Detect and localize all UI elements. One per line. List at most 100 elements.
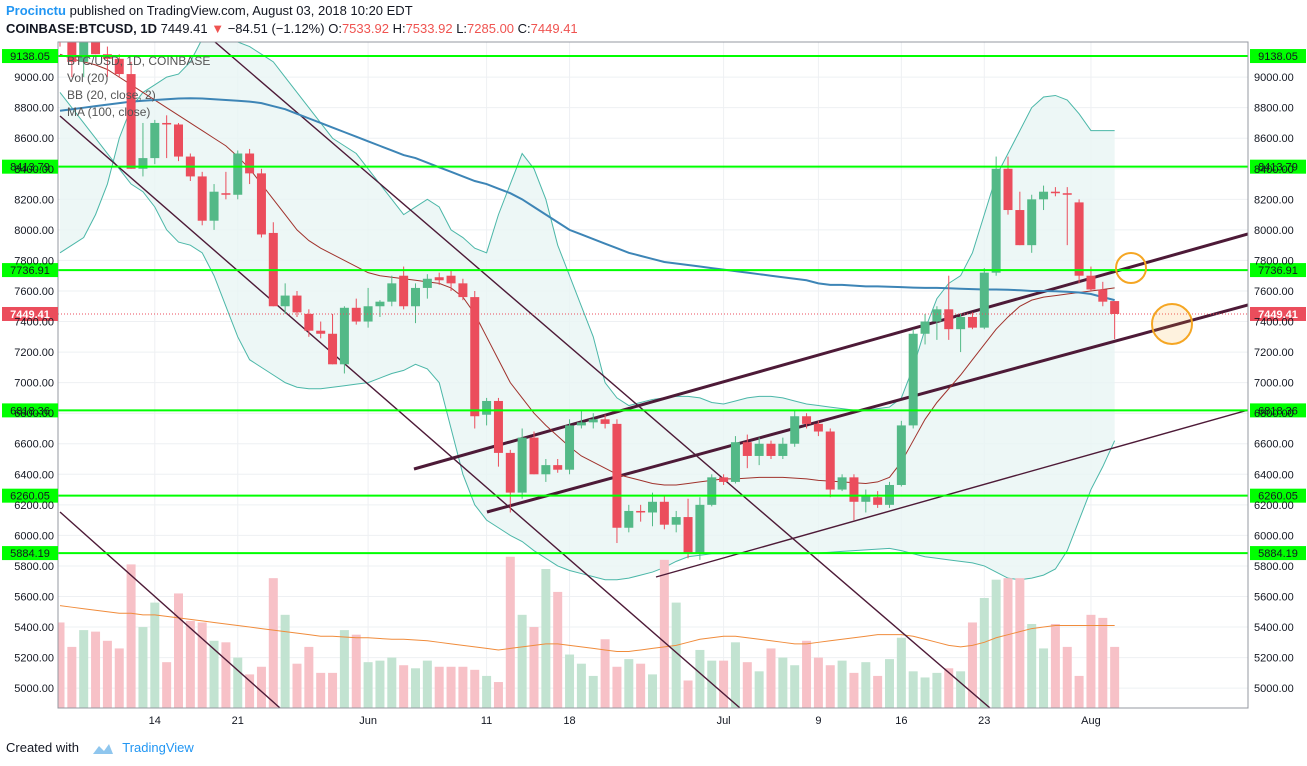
candle-body — [1003, 168, 1013, 211]
level-label-right: 8413.79 — [1258, 162, 1298, 174]
candle — [624, 504, 634, 533]
candle — [91, 42, 101, 55]
candle-body — [126, 74, 136, 169]
author-link[interactable]: Procinctu — [6, 3, 66, 18]
candle — [588, 413, 598, 429]
level-tag-right — [1250, 546, 1306, 561]
y-tick-label-right: 9000.00 — [1254, 72, 1294, 84]
candle — [790, 410, 800, 447]
volume-bar — [944, 668, 954, 708]
symbol-label: COINBASE:BTCUSD, 1D — [6, 21, 157, 36]
volume-bar — [434, 666, 444, 708]
volume-bar — [600, 639, 610, 708]
volume-bar — [873, 675, 883, 708]
trend-line — [655, 409, 1248, 578]
candle — [979, 268, 989, 330]
y-tick-label-left: 7800.00 — [14, 255, 54, 267]
volume-bar — [565, 654, 575, 708]
volume-bar — [67, 646, 77, 708]
volume-bar — [1003, 578, 1013, 708]
candle-body — [339, 307, 349, 365]
candle-body — [695, 504, 705, 554]
candle — [967, 312, 977, 330]
y-tick-label-left: 7200.00 — [14, 347, 54, 359]
candle-body — [434, 277, 444, 281]
level-label-left: 8413.79 — [10, 162, 50, 174]
candle-body — [517, 437, 527, 493]
level-tag-right — [1250, 49, 1306, 64]
level-tag-right — [1250, 403, 1306, 418]
volume-bar — [1086, 614, 1096, 708]
publish-header: Procinctu published on TradingView.com, … — [6, 3, 413, 18]
candle-body — [233, 153, 243, 195]
y-tick-label-right: 7200.00 — [1254, 347, 1294, 359]
volume-bar — [1015, 578, 1025, 708]
candle — [233, 150, 243, 200]
volume-bar — [754, 671, 764, 708]
volume-bar — [505, 556, 515, 708]
legend-entry: Vol (20) — [67, 71, 108, 85]
candle — [707, 474, 717, 507]
plot-area — [58, 42, 1248, 708]
candle-body — [576, 422, 586, 426]
candle — [766, 440, 776, 460]
legend-entry: MA (100, close) — [67, 105, 150, 119]
y-tick-label-left: 8000.00 — [14, 225, 54, 237]
candle-body — [316, 330, 326, 334]
level-label-left: 6818.36 — [10, 405, 50, 417]
y-tick-label-left: 8800.00 — [14, 103, 54, 115]
y-tick-label-right: 8400.00 — [1254, 164, 1294, 176]
candle-body — [138, 158, 148, 169]
candle-body — [197, 176, 207, 221]
candle-body — [1027, 199, 1037, 246]
last-price-label-left: 7449.41 — [10, 309, 50, 321]
tradingview-logo-icon — [92, 743, 113, 754]
candle — [1050, 187, 1060, 197]
level-label-left: 9138.05 — [10, 51, 50, 63]
candle-body — [600, 419, 610, 424]
candle — [411, 283, 420, 324]
candle — [636, 504, 646, 522]
candle — [197, 171, 207, 226]
candle-body — [1062, 193, 1072, 195]
candle — [493, 397, 503, 467]
y-tick-label-right: 5800.00 — [1254, 561, 1294, 573]
candle-body — [79, 42, 89, 62]
highlight-circle — [1115, 252, 1147, 284]
y-tick-label-right: 7000.00 — [1254, 378, 1294, 390]
candle-body — [956, 316, 966, 330]
candle-body — [162, 122, 172, 125]
volume-bar — [1050, 623, 1060, 708]
candle — [399, 266, 409, 310]
tradingview-brand-link[interactable]: TradingView — [122, 740, 194, 755]
candle-body — [612, 423, 622, 528]
level-tag-left — [2, 159, 58, 174]
volume-bar — [612, 666, 622, 708]
candle-body — [707, 477, 717, 505]
trend-line — [59, 115, 741, 708]
volume-bar — [375, 660, 385, 708]
y-tick-label-right: 6400.00 — [1254, 469, 1294, 481]
candle-body — [375, 301, 385, 307]
candle — [873, 491, 883, 508]
candle-body — [529, 437, 539, 475]
level-tag-right — [1250, 159, 1306, 174]
volume-bar — [529, 627, 539, 708]
volume-bar — [588, 675, 598, 708]
candle-body — [837, 477, 847, 490]
x-tick-label: 11 — [481, 715, 492, 727]
volume-bar — [174, 593, 183, 708]
candle — [174, 122, 183, 162]
candle-body — [245, 153, 255, 174]
volume-bar — [126, 564, 136, 708]
candle — [742, 434, 752, 469]
volume-bar — [885, 659, 894, 708]
candle — [280, 283, 290, 314]
low-value: 7285.00 — [467, 21, 515, 36]
volume-bar — [730, 642, 740, 708]
candle-body — [896, 425, 906, 485]
level-tag-left — [2, 488, 58, 503]
candle-body — [825, 431, 835, 490]
candle — [908, 329, 918, 429]
